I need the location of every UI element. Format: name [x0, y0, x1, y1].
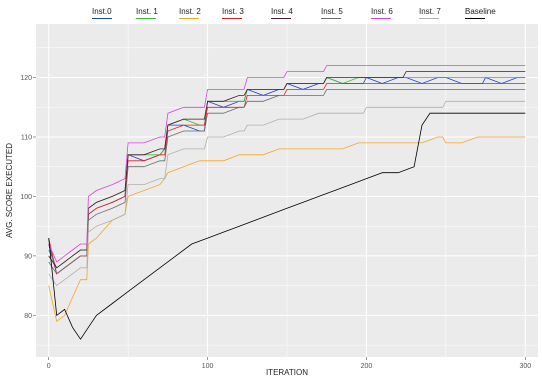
y-tick-label: 110: [21, 134, 32, 141]
legend: Inst.0 Inst. 1 Inst. 2 Inst. 3 Inst. 4 Inst. …: [0, 0, 542, 24]
legend-label: Inst. 4: [271, 7, 293, 16]
x-tick-label: 100: [202, 363, 214, 370]
series-line-4: [48, 71, 526, 269]
y-axis-title: AVG. SCORE EXECUTED: [5, 143, 14, 238]
series-line-7: [48, 100, 526, 287]
legend-swatch: [271, 18, 291, 19]
y-tick-label: 90: [24, 253, 32, 260]
legend-swatch: [465, 18, 485, 19]
legend-swatch: [321, 18, 341, 19]
legend-swatch: [419, 18, 439, 19]
legend-label: Baseline: [465, 7, 496, 16]
series-line-5: [48, 89, 526, 275]
y-tick-label: 100: [20, 194, 32, 201]
legend-label: Inst. 1: [136, 7, 158, 16]
y-tick-label: 80: [24, 313, 32, 320]
legend-swatch: [371, 18, 391, 19]
legend-swatch: [222, 18, 242, 19]
series-line-8: [48, 112, 526, 340]
y-tick-label: 120: [20, 75, 32, 82]
x-tick-label: 300: [519, 363, 531, 370]
legend-swatch: [136, 18, 156, 19]
x-tick-label: 200: [361, 363, 373, 370]
legend-swatch: [179, 18, 199, 19]
legend-label: Inst. 6: [371, 7, 393, 16]
x-tick-label: 0: [47, 363, 51, 370]
legend-label: Inst. 7: [419, 7, 441, 16]
legend-label: Inst.0: [92, 7, 112, 16]
legend-swatch: [92, 18, 112, 19]
legend-label: Inst. 5: [321, 7, 343, 16]
legend-label: Inst. 3: [222, 7, 244, 16]
series-line-6: [48, 65, 526, 263]
x-axis-title: ITERATION: [266, 368, 308, 377]
legend-label: Inst. 2: [179, 7, 201, 16]
